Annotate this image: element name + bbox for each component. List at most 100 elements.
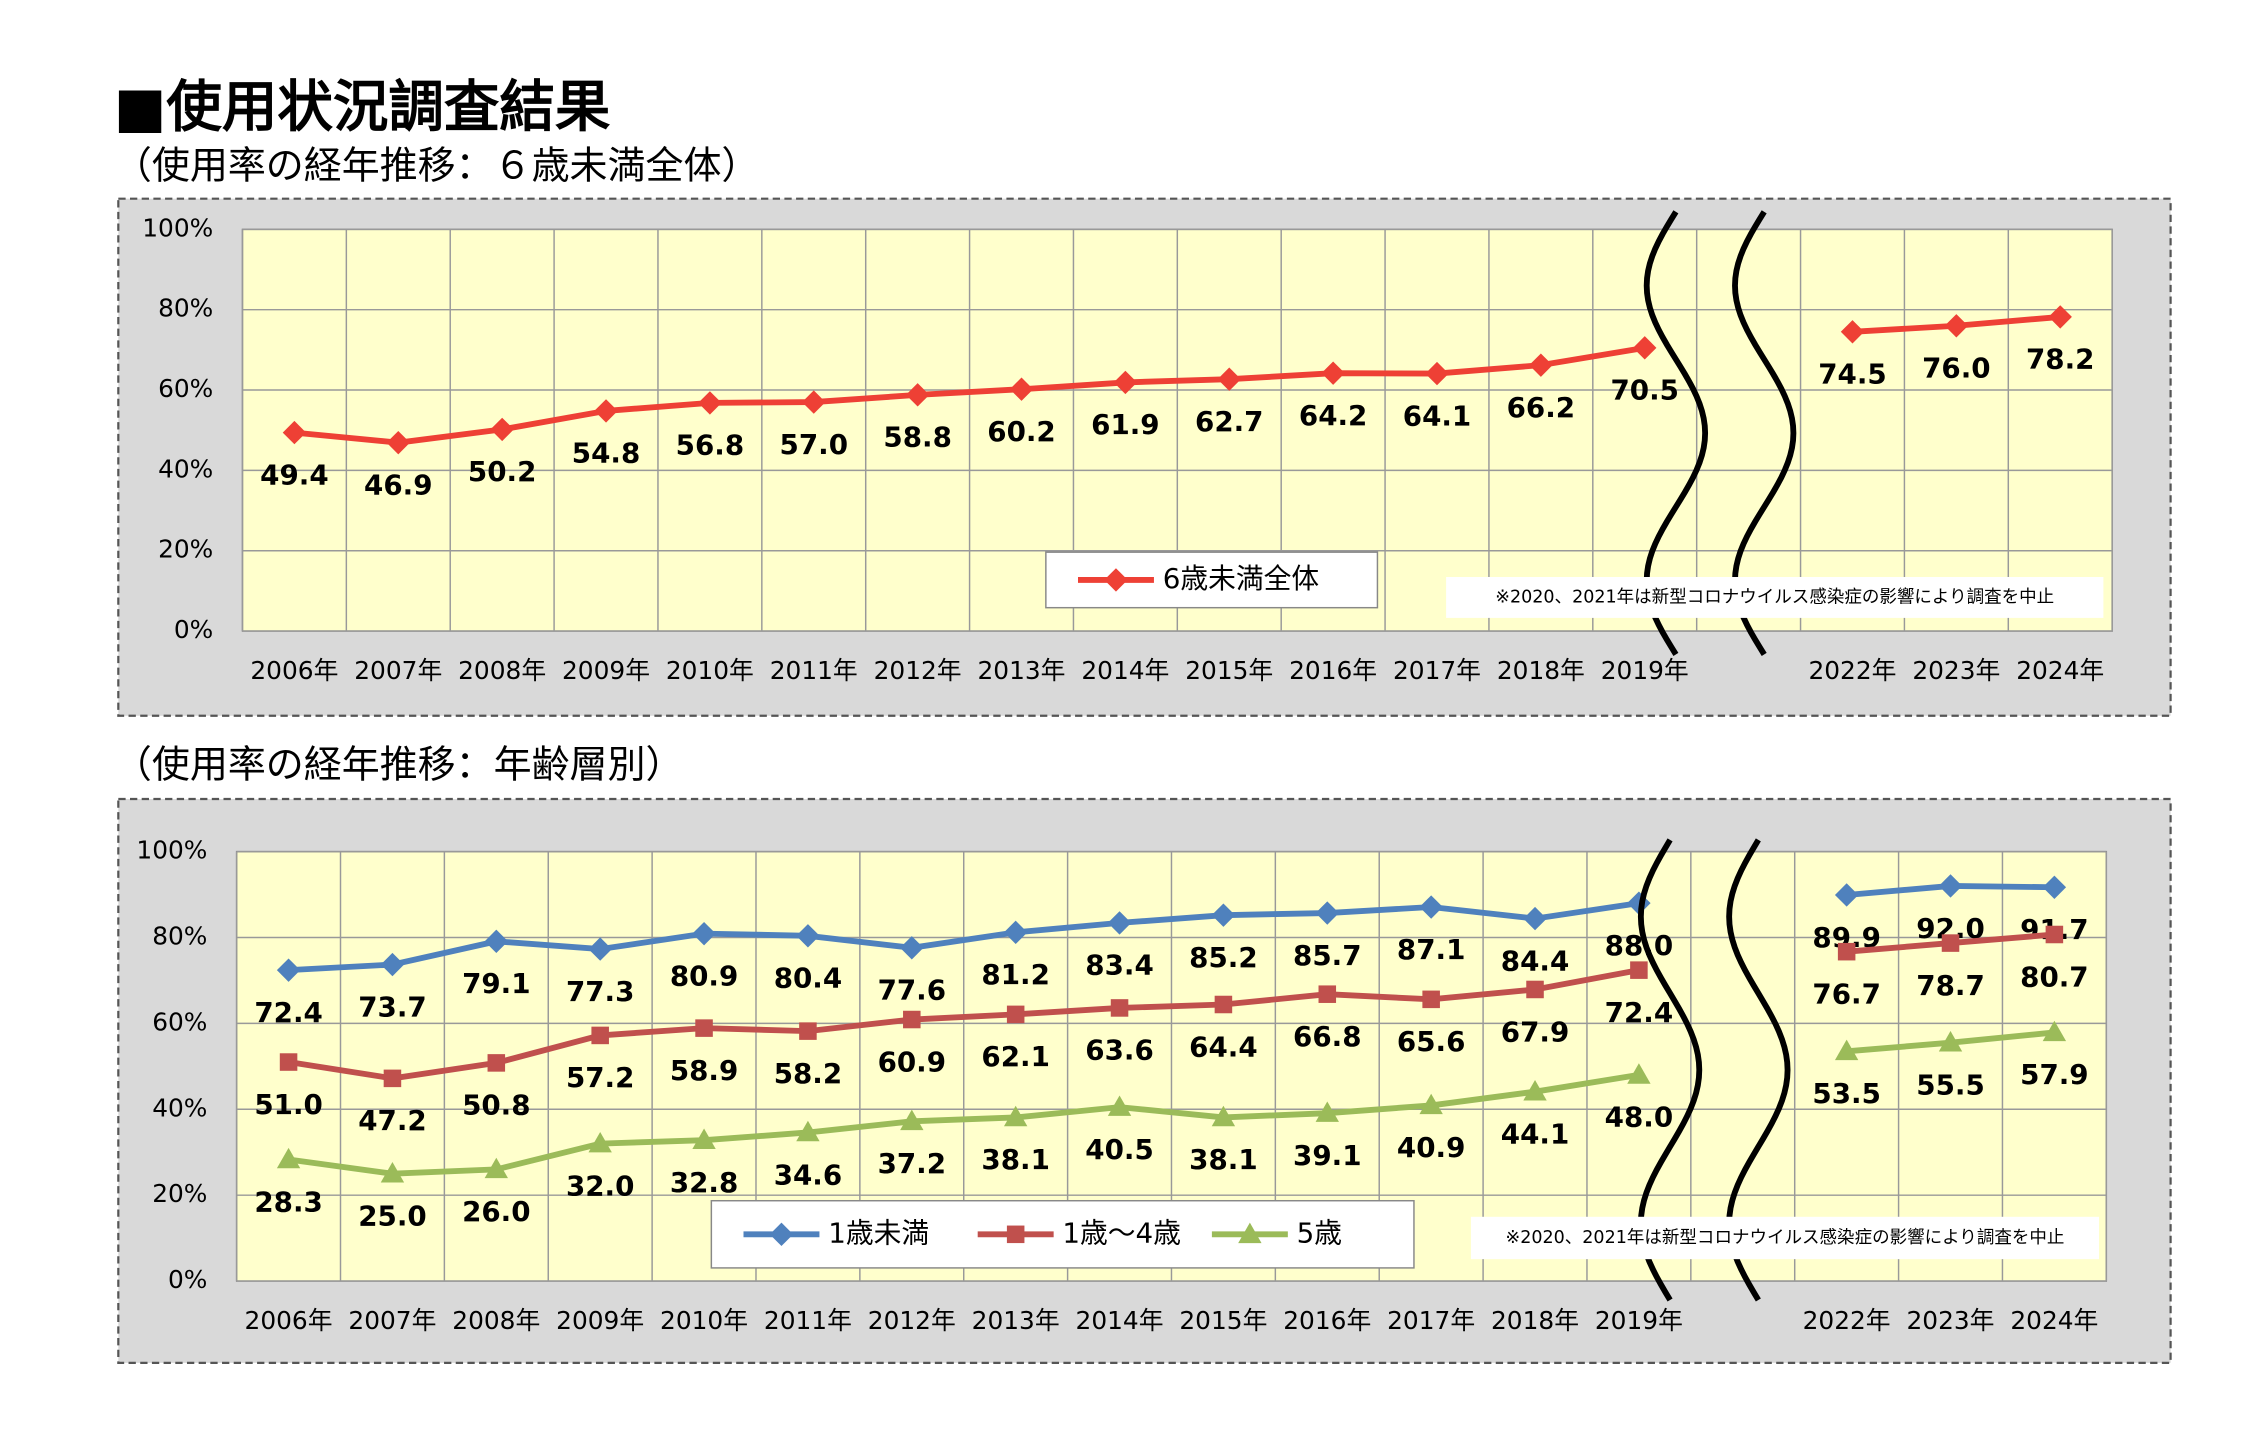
data-label: 76.7 xyxy=(1812,977,1880,1010)
x-tick-label: 2023年 xyxy=(1912,656,2000,685)
data-label: 46.9 xyxy=(364,468,432,501)
data-label: 70.5 xyxy=(1611,374,1679,407)
data-label: 78.7 xyxy=(1916,969,1984,1002)
data-label: 47.2 xyxy=(358,1104,426,1137)
data-label: 26.0 xyxy=(462,1195,530,1228)
data-label: 80.4 xyxy=(774,962,842,995)
marker xyxy=(1107,911,1132,935)
data-label: 84.4 xyxy=(1501,944,1569,977)
x-tick-label: 2009年 xyxy=(562,656,650,685)
data-label: 25.0 xyxy=(358,1200,426,1233)
marker xyxy=(484,929,508,954)
x-tick-label: 2006年 xyxy=(245,1306,333,1335)
x-tick-label: 2022年 xyxy=(1803,1306,1891,1335)
marker xyxy=(695,1019,713,1037)
marker xyxy=(383,1069,402,1088)
data-label: 77.6 xyxy=(878,974,946,1007)
legend-marker xyxy=(769,1222,794,1247)
marker xyxy=(380,952,405,977)
x-tick-label: 2019年 xyxy=(1601,656,1689,685)
marker xyxy=(1627,1063,1651,1084)
data-label: 66.8 xyxy=(1293,1020,1361,1053)
data-label: 66.2 xyxy=(1507,391,1575,424)
marker xyxy=(588,1131,612,1153)
marker xyxy=(1938,874,1963,898)
x-tick-label: 2009年 xyxy=(556,1306,644,1335)
data-label: 55.5 xyxy=(1916,1069,1984,1102)
x-tick-label: 2007年 xyxy=(354,656,442,685)
marker xyxy=(1425,361,1449,386)
x-tick-label: 2010年 xyxy=(666,656,754,685)
marker xyxy=(903,1010,921,1029)
data-label: 32.8 xyxy=(670,1166,738,1199)
x-tick-label: 2010年 xyxy=(660,1306,748,1335)
data-label: 57.2 xyxy=(566,1061,634,1094)
marker xyxy=(692,921,716,946)
annotation: ※2020、2021年は新型コロナウイルス感染症の影響により調査を中止 xyxy=(1495,587,2054,607)
marker xyxy=(279,1053,298,1071)
x-tick-label: 2008年 xyxy=(452,1306,540,1335)
y-tick-label: 80% xyxy=(152,922,207,951)
x-tick-label: 2024年 xyxy=(2010,1306,2098,1335)
data-label: 62.7 xyxy=(1195,405,1263,438)
marker xyxy=(796,1120,820,1142)
marker xyxy=(484,1157,508,1179)
x-tick-label: 2012年 xyxy=(874,656,962,685)
x-tick-label: 2014年 xyxy=(1081,656,1169,685)
marker xyxy=(1315,901,1339,925)
data-label: 56.8 xyxy=(676,429,744,462)
data-label: 58.8 xyxy=(883,421,951,454)
marker xyxy=(1107,1095,1132,1116)
marker xyxy=(1110,999,1129,1017)
data-label: 40.5 xyxy=(1085,1133,1153,1166)
marker xyxy=(1217,367,1241,391)
annotation: ※2020、2021年は新型コロナウイルス感染症の影響により調査を中止 xyxy=(1506,1228,2065,1248)
marker xyxy=(1315,1101,1339,1122)
x-tick-label: 2019年 xyxy=(1595,1306,1683,1335)
data-label: 50.8 xyxy=(462,1089,530,1122)
legend-marker xyxy=(1104,568,1128,592)
marker xyxy=(1422,990,1440,1009)
data-label: 54.8 xyxy=(572,437,640,470)
data-label: 67.9 xyxy=(1501,1015,1569,1048)
marker xyxy=(1630,961,1648,979)
x-tick-label: 2017年 xyxy=(1393,656,1481,685)
data-label: 74.5 xyxy=(1818,358,1886,391)
marker xyxy=(1211,1105,1236,1127)
marker xyxy=(1834,1039,1859,1061)
x-tick-label: 2023年 xyxy=(1907,1306,1995,1335)
marker xyxy=(900,1109,924,1131)
data-label: 65.6 xyxy=(1397,1025,1465,1058)
data-label: 78.2 xyxy=(2026,343,2094,376)
marker xyxy=(1523,1079,1547,1101)
y-tick-label: 0% xyxy=(168,1265,207,1294)
data-label: 58.2 xyxy=(774,1057,842,1090)
legend-label: 6歳未満全体 xyxy=(1163,562,1319,595)
marker xyxy=(1419,1093,1443,1115)
x-tick-label: 2022年 xyxy=(1808,656,1896,685)
marker xyxy=(1523,906,1547,931)
data-label: 39.1 xyxy=(1293,1139,1361,1172)
x-tick-label: 2014年 xyxy=(1076,1306,1164,1335)
marker xyxy=(1938,1031,1963,1052)
marker xyxy=(1003,920,1028,945)
marker xyxy=(380,1162,405,1183)
data-label: 64.4 xyxy=(1189,1030,1257,1063)
data-label: 60.9 xyxy=(878,1045,946,1078)
marker xyxy=(2042,875,2067,899)
data-label: 88.0 xyxy=(1605,929,1673,962)
legend-label: 1歳未満 xyxy=(828,1216,929,1249)
data-label: 37.2 xyxy=(878,1147,946,1180)
marker xyxy=(905,383,930,407)
data-label: 49.4 xyxy=(260,458,328,491)
marker xyxy=(1003,1105,1028,1127)
legend-marker xyxy=(1238,1222,1262,1244)
note-box xyxy=(1470,1216,2100,1260)
data-label: 57.9 xyxy=(2020,1058,2088,1091)
data-label: 79.1 xyxy=(462,967,530,1000)
data-label: 48.0 xyxy=(1605,1101,1673,1134)
data-label: 60.2 xyxy=(987,415,1055,448)
data-label: 83.4 xyxy=(1085,949,1153,982)
data-label: 64.1 xyxy=(1403,399,1471,432)
